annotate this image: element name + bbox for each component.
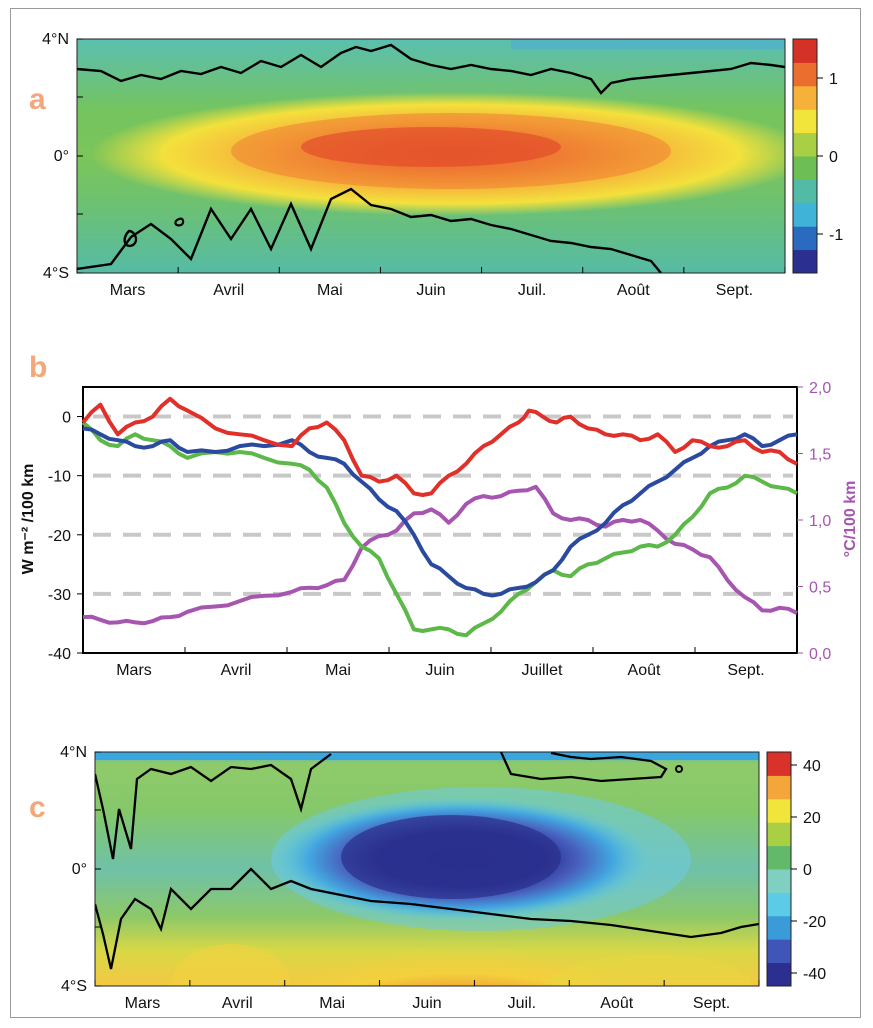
panel-c-ytick-4n: 4°N — [60, 744, 87, 761]
panel-b-xtick-label: Mars — [116, 662, 152, 679]
panel-a-field — [77, 39, 785, 273]
panel-a-letter: a — [29, 83, 46, 116]
panel-a-colorbar-label: -1 — [829, 227, 843, 244]
panel-c-field — [95, 752, 759, 986]
panel-a-xtick-label: Avril — [213, 282, 244, 299]
panel-a-colorbar: 1 0 -1 — [792, 38, 843, 274]
panel-b-right-tick-label: 1,5 — [809, 447, 831, 464]
panel-a-x-ticks: Mars Avril Mai Juin Juil. Août Sept. — [76, 267, 786, 299]
panel-b-xtick-label: Juin — [425, 662, 454, 679]
panel-b-left-axis-label: W m⁻² /100 km — [20, 464, 37, 575]
panel-a-colorbar-swatch — [793, 85, 817, 110]
panel-b-right-tick-label: 0,5 — [809, 580, 831, 597]
panel-b-xtick-label: Mai — [325, 662, 351, 679]
panel-b-left-tick-label: -40 — [48, 646, 71, 663]
panel-c-colorbar-swatch — [767, 775, 791, 800]
panel-c-colorbar-swatch — [767, 845, 791, 870]
panel-c-xtick-label: Août — [600, 995, 633, 1012]
panel-c-colorbar-swatch — [767, 798, 791, 823]
panel-a-xtick-label: Mai — [317, 282, 343, 299]
panel-c-xtick-label: Sept. — [693, 995, 730, 1012]
panel-c-xtick-label: Avril — [222, 995, 253, 1012]
panel-b-right-ticks: 2,0 1,5 1,0 0,5 0,0 — [797, 380, 831, 663]
panel-c: 4°N 0° 4°S Mars Avril Mai Juin Juil. Août Sept… — [29, 744, 826, 1012]
panel-c-colorbar-swatch — [767, 822, 791, 847]
panel-a-colorbar-swatch — [793, 202, 817, 227]
panel-c-colorbar-swatch — [767, 752, 791, 776]
figure-svg: 4°N 0° 4°S Mars Avril Mai Juin Juil. Août Sept… — [20, 31, 859, 1012]
panel-b-right-axis-label: °C/100 km — [842, 481, 859, 558]
panel-a-ytick-4s: 4°S — [43, 265, 69, 282]
panel-c-letter: c — [29, 791, 46, 824]
panel-a-colorbar-swatch — [793, 156, 817, 180]
panel-a-colorbar-swatch — [793, 132, 817, 157]
panel-b-letter: b — [29, 351, 47, 384]
panel-a-xtick-label: Sept. — [716, 282, 753, 299]
panel-c-colorbar-label: 40 — [803, 758, 821, 775]
panel-a: 4°N 0° 4°S Mars Avril Mai Juin Juil. Août Sept… — [29, 31, 843, 299]
panel-c-colorbar: 40 20 0 -20 -40 — [766, 751, 826, 987]
panel-a-ytick-0: 0° — [54, 148, 69, 165]
panel-b-xtick-label: Août — [628, 662, 661, 679]
panel-a-xtick-label: Juin — [416, 282, 445, 299]
panel-b-xtick-label: Juillet — [522, 662, 563, 679]
panel-c-colorbar-swatch — [767, 915, 791, 940]
panel-c-colorbar-label: -20 — [803, 914, 826, 931]
panel-b-left-tick-label: 0 — [62, 410, 71, 427]
panel-a-y-ticks: 4°N 0° 4°S — [42, 31, 83, 282]
panel-b-xtick-label: Sept. — [727, 662, 764, 679]
panel-c-colorbar-swatch — [767, 962, 791, 987]
panel-b-left-tick-label: -10 — [48, 469, 71, 486]
panel-b-xtick-label: Avril — [221, 662, 252, 679]
panel-a-xtick-label: Juil. — [518, 282, 546, 299]
figure-frame: 4°N 0° 4°S Mars Avril Mai Juin Juil. Août Sept… — [10, 8, 861, 1018]
panel-a-colorbar-swatch — [793, 249, 817, 274]
panel-a-colorbar-swatch — [793, 39, 817, 63]
panel-c-colorbar-label: 20 — [803, 810, 821, 827]
panel-c-y-ticks: 4°N 0° 4°S — [60, 744, 101, 995]
panel-a-colorbar-label: 1 — [829, 71, 838, 88]
panel-a-colorbar-label: 0 — [829, 149, 838, 166]
panel-b-right-tick-label: 0,0 — [809, 646, 831, 663]
panel-c-xtick-label: Mai — [319, 995, 345, 1012]
panel-c-colorbar-label: 0 — [803, 862, 812, 879]
panel-b-series-line-blue — [82, 426, 798, 598]
panel-c-colorbar-swatch — [767, 939, 791, 964]
panel-b-left-tick-label: -20 — [48, 528, 71, 545]
panel-b-right-tick-label: 1,0 — [809, 513, 831, 530]
panel-b-series-line-temperature-gradient — [82, 484, 798, 626]
panel-b-x-ticks: Mars Avril Mai Juin Juillet Août Sept. — [82, 647, 798, 679]
panel-c-colorbar-label: -40 — [803, 966, 826, 983]
panel-b-left-ticks: 0 -10 -20 -30 -40 — [48, 410, 83, 663]
panel-b-series-line-green — [81, 420, 798, 638]
panel-a-ytick-4n: 4°N — [42, 31, 69, 48]
panel-c-x-ticks: Mars Avril Mai Juin Juil. Août Sept. — [94, 980, 760, 1012]
panel-b-series — [81, 396, 798, 638]
panel-c-xtick-label: Juil. — [508, 995, 536, 1012]
panel-c-colorbar-swatch — [767, 869, 791, 893]
panel-c-xtick-label: Juin — [412, 995, 441, 1012]
panel-a-colorbar-swatch — [793, 179, 817, 204]
panel-b-left-tick-label: -30 — [48, 587, 71, 604]
panel-a-xtick-label: Mars — [110, 282, 146, 299]
panel-b: 0-10-20-30-40 2,01,51,00,50,0 Mars Avril M… — [20, 351, 859, 679]
panel-c-xtick-label: Mars — [125, 995, 161, 1012]
panel-c-ytick-4s: 4°S — [61, 978, 87, 995]
panel-a-colorbar-swatch — [793, 62, 817, 87]
panel-a-colorbar-swatch — [793, 226, 817, 251]
panel-a-colorbar-swatch — [793, 109, 817, 134]
panel-a-xtick-label: Août — [617, 282, 650, 299]
panel-b-series-line-red — [81, 396, 798, 497]
panel-c-ytick-0: 0° — [72, 861, 87, 878]
panel-c-colorbar-swatch — [767, 892, 791, 917]
panel-b-right-tick-label: 2,0 — [809, 380, 831, 397]
